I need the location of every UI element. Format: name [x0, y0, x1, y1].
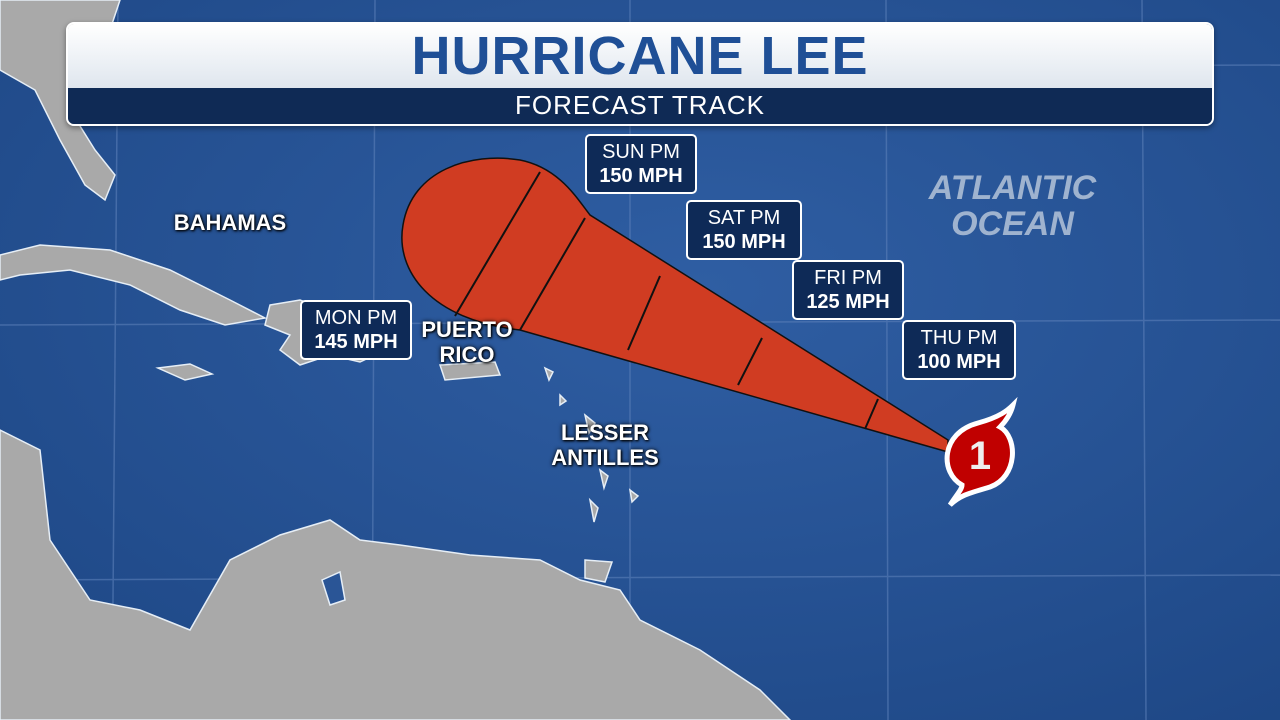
puerto-rico	[438, 361, 502, 381]
cuba	[0, 244, 268, 326]
cone-dividers	[454, 171, 879, 430]
forecast-label-fri: FRI PM 125 MPH	[792, 260, 904, 320]
forecast-label-mon: MON PM 145 MPH	[300, 300, 412, 360]
lesser-antilles	[543, 366, 640, 523]
forecast-label-thu: THU PM 100 MPH	[902, 320, 1016, 380]
subtitle: FORECAST TRACK	[68, 88, 1212, 124]
cone-shape	[401, 157, 949, 453]
title-banner: HURRICANE LEE FORECAST TRACK	[66, 22, 1214, 126]
label-bahamas: BAHAMAS	[173, 210, 287, 235]
forecast-cone	[401, 157, 949, 453]
storm-category: 1	[969, 434, 991, 478]
hurricane-category-1-icon: 1	[944, 396, 1018, 507]
lake-maracaibo	[321, 570, 346, 606]
label-lesser-antilles: LESSER ANTILLES	[551, 420, 659, 470]
forecast-label-sat: SAT PM 150 MPH	[686, 200, 802, 260]
trinidad	[584, 559, 614, 583]
south-america	[0, 429, 792, 720]
title: HURRICANE LEE	[68, 24, 1212, 88]
label-puerto-rico: PUERTO RICO	[421, 317, 513, 367]
label-atlantic-ocean: ATLANTIC OCEAN	[928, 169, 1097, 243]
jamaica	[155, 363, 215, 381]
forecast-label-sun: SUN PM 150 MPH	[585, 134, 697, 194]
